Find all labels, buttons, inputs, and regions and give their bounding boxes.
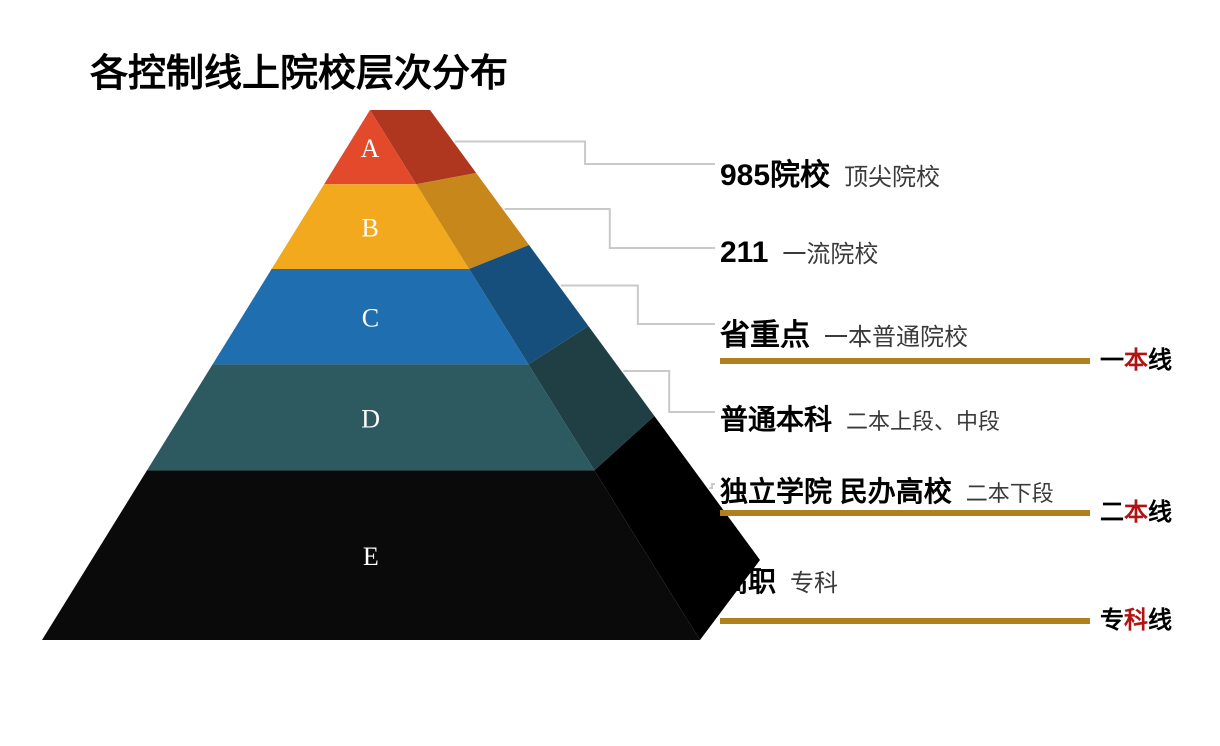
tier-label-main: 独立学院 民办高校 bbox=[720, 470, 952, 510]
tier-label-4: 独立学院 民办高校二本下段 bbox=[720, 470, 1054, 510]
tier-label-2: 省重点一本普通院校 bbox=[720, 310, 968, 354]
tier-label-sub: 二本下段 bbox=[966, 476, 1054, 508]
divider-bar-2 bbox=[720, 618, 1090, 624]
tier-label-sub: 一本普通院校 bbox=[824, 317, 968, 352]
tier-label-0: 985院校顶尖院校 bbox=[720, 150, 940, 194]
tier-label-1: 211 一流院校 bbox=[720, 234, 878, 270]
svg-text:C: C bbox=[362, 304, 379, 333]
divider-label-2: 专科线 bbox=[1100, 600, 1172, 635]
svg-text:E: E bbox=[363, 542, 379, 571]
divider-label-1: 二本线 bbox=[1100, 492, 1172, 527]
tier-label-main: 高职 bbox=[720, 560, 776, 600]
svg-text:A: A bbox=[361, 134, 380, 163]
tier-label-main: 省重点 bbox=[720, 310, 810, 354]
tier-label-main: 普通本科 bbox=[720, 398, 832, 438]
tier-label-main: 985院校 bbox=[720, 150, 830, 194]
tier-label-3: 普通本科二本上段、中段 bbox=[720, 398, 1000, 438]
pyramid-svg: A B C D E bbox=[0, 0, 1220, 746]
svg-text:D: D bbox=[361, 404, 380, 433]
tier-label-sub: 顶尖院校 bbox=[844, 157, 940, 192]
divider-bar-1 bbox=[720, 510, 1090, 516]
tier-label-sub: 专科 bbox=[790, 563, 838, 598]
tier-label-main: 211 bbox=[720, 236, 768, 270]
divider-label-0: 一本线 bbox=[1100, 340, 1172, 375]
tier-label-sub: 一流院校 bbox=[782, 234, 878, 269]
svg-text:B: B bbox=[362, 214, 379, 243]
tier-label-sub: 二本上段、中段 bbox=[846, 404, 1000, 436]
tier-label-5: 高职专科 bbox=[720, 560, 838, 600]
divider-bar-0 bbox=[720, 358, 1090, 364]
